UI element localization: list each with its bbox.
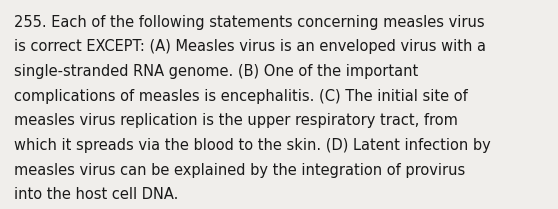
Text: into the host cell DNA.: into the host cell DNA. — [14, 187, 179, 202]
Text: which it spreads via the blood to the skin. (D) Latent infection by: which it spreads via the blood to the sk… — [14, 138, 490, 153]
Text: single-stranded RNA genome. (B) One of the important: single-stranded RNA genome. (B) One of t… — [14, 64, 418, 79]
Text: complications of measles is encephalitis. (C) The initial site of: complications of measles is encephalitis… — [14, 89, 468, 104]
Text: 255. Each of the following statements concerning measles virus: 255. Each of the following statements co… — [14, 15, 484, 30]
Text: measles virus replication is the upper respiratory tract, from: measles virus replication is the upper r… — [14, 113, 458, 128]
Text: measles virus can be explained by the integration of provirus: measles virus can be explained by the in… — [14, 163, 465, 178]
Text: is correct EXCEPT: (A) Measles virus is an enveloped virus with a: is correct EXCEPT: (A) Measles virus is … — [14, 39, 486, 54]
